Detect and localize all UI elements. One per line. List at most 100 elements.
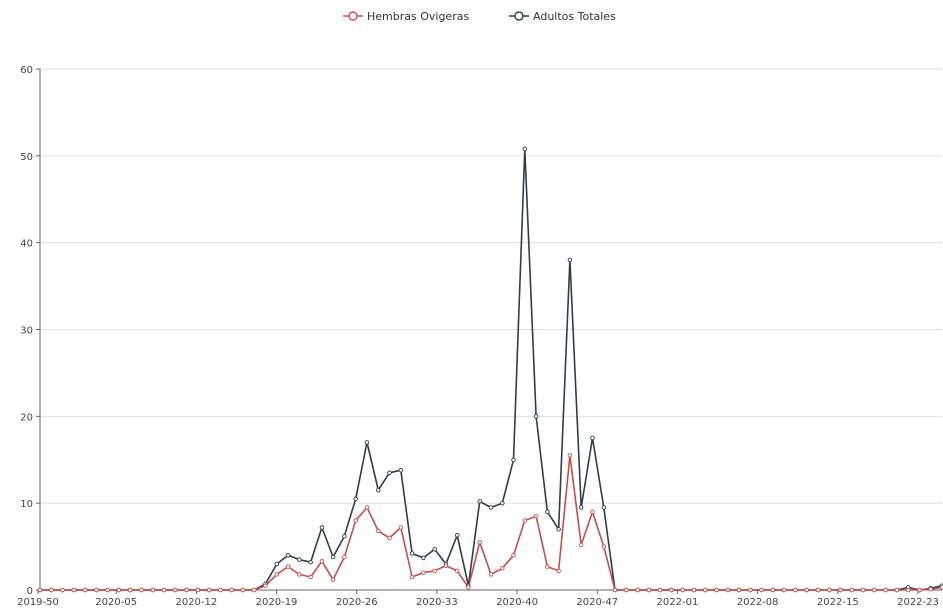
data-point-hembras[interactable] (454, 568, 460, 574)
data-point-hembras[interactable] (398, 525, 404, 530)
data-point-hembras[interactable] (939, 585, 943, 590)
data-point-hembras[interactable] (319, 559, 325, 564)
data-point-hembras[interactable] (624, 587, 629, 593)
legend-label-adultos[interactable]: Adultos Totales (533, 10, 616, 23)
data-point-hembras[interactable] (500, 566, 505, 571)
data-point-hembras[interactable] (725, 587, 731, 593)
data-point-adultos[interactable] (488, 505, 494, 510)
data-point-hembras[interactable] (928, 586, 933, 592)
data-point-hembras[interactable] (387, 535, 392, 541)
data-point-hembras[interactable] (872, 587, 877, 593)
data-point-adultos[interactable] (432, 546, 437, 552)
legend-label-hembras[interactable]: Hembras Ovigeras (367, 10, 469, 23)
data-point-hembras[interactable] (263, 583, 268, 588)
data-point-hembras[interactable] (184, 587, 189, 593)
data-point-hembras[interactable] (601, 544, 607, 549)
data-point-hembras[interactable] (364, 505, 370, 510)
data-point-hembras[interactable] (669, 587, 674, 593)
data-point-hembras[interactable] (770, 587, 776, 593)
data-point-adultos[interactable] (421, 555, 426, 561)
data-point-hembras[interactable] (376, 528, 381, 534)
data-point-hembras[interactable] (330, 577, 336, 582)
data-point-adultos[interactable] (409, 551, 415, 556)
data-point-adultos[interactable] (285, 553, 291, 558)
data-point-hembras[interactable] (150, 587, 156, 593)
data-point-hembras[interactable] (748, 587, 753, 593)
data-point-hembras[interactable] (116, 587, 122, 593)
data-point-hembras[interactable] (409, 574, 415, 580)
data-point-hembras[interactable] (860, 587, 866, 593)
data-point-hembras[interactable] (657, 587, 663, 593)
data-point-adultos[interactable] (454, 533, 460, 538)
data-point-hembras[interactable] (49, 587, 54, 593)
data-point-adultos[interactable] (364, 440, 370, 445)
data-point-adultos[interactable] (601, 505, 607, 510)
data-point-hembras[interactable] (71, 587, 77, 593)
data-point-adultos[interactable] (511, 457, 516, 463)
data-point-hembras[interactable] (804, 587, 809, 593)
data-point-hembras[interactable] (522, 518, 528, 523)
data-point-hembras[interactable] (511, 553, 516, 558)
data-point-hembras[interactable] (297, 572, 302, 577)
data-point-hembras[interactable] (849, 587, 855, 593)
data-point-hembras[interactable] (285, 564, 291, 569)
data-point-hembras[interactable] (680, 587, 685, 593)
data-point-hembras[interactable] (240, 587, 246, 593)
data-point-adultos[interactable] (533, 414, 539, 419)
data-point-adultos[interactable] (578, 505, 584, 510)
data-point-hembras[interactable] (815, 587, 821, 593)
data-point-hembras[interactable] (127, 587, 133, 593)
data-point-hembras[interactable] (308, 574, 313, 580)
data-point-hembras[interactable] (421, 570, 426, 575)
data-point-hembras[interactable] (838, 587, 843, 593)
data-point-hembras[interactable] (60, 587, 65, 593)
data-point-hembras[interactable] (353, 518, 358, 523)
data-point-hembras[interactable] (793, 587, 798, 593)
data-point-hembras[interactable] (567, 453, 573, 458)
data-point-hembras[interactable] (94, 587, 99, 593)
data-point-hembras[interactable] (883, 587, 888, 593)
data-point-adultos[interactable] (376, 487, 381, 493)
data-point-hembras[interactable] (466, 585, 471, 590)
data-point-hembras[interactable] (251, 587, 257, 593)
data-point-hembras[interactable] (477, 539, 482, 545)
data-point-hembras[interactable] (533, 513, 539, 519)
data-point-hembras[interactable] (827, 587, 832, 593)
data-point-adultos[interactable] (398, 467, 404, 473)
data-point-hembras[interactable] (635, 587, 640, 593)
data-point-adultos[interactable] (477, 499, 482, 504)
data-point-hembras[interactable] (432, 568, 437, 574)
data-point-hembras[interactable] (274, 572, 280, 577)
data-point-hembras[interactable] (905, 587, 911, 593)
data-point-adultos[interactable] (522, 146, 528, 152)
data-point-adultos[interactable] (500, 500, 505, 506)
data-point-hembras[interactable] (702, 587, 708, 593)
data-point-hembras[interactable] (781, 587, 787, 593)
data-point-hembras[interactable] (578, 542, 584, 548)
data-point-adultos[interactable] (319, 525, 325, 530)
data-point-adultos[interactable] (545, 509, 550, 515)
data-point-hembras[interactable] (736, 587, 742, 593)
data-point-hembras[interactable] (488, 572, 494, 577)
data-point-adultos[interactable] (590, 435, 595, 441)
data-point-hembras[interactable] (443, 563, 449, 568)
data-point-hembras[interactable] (759, 587, 764, 593)
data-point-adultos[interactable] (353, 496, 358, 502)
data-point-adultos[interactable] (308, 559, 313, 565)
data-point-adultos[interactable] (342, 533, 347, 539)
data-point-adultos[interactable] (297, 557, 302, 562)
data-point-adultos[interactable] (330, 554, 336, 560)
data-point-hembras[interactable] (342, 554, 347, 560)
data-point-hembras[interactable] (229, 587, 234, 593)
data-point-adultos[interactable] (567, 257, 573, 263)
data-point-hembras[interactable] (173, 587, 178, 593)
data-point-adultos[interactable] (274, 561, 280, 567)
data-point-hembras[interactable] (195, 587, 201, 593)
data-point-hembras[interactable] (105, 587, 110, 593)
data-point-hembras[interactable] (691, 587, 697, 593)
data-point-hembras[interactable] (894, 587, 900, 593)
data-point-hembras[interactable] (82, 587, 88, 593)
data-point-hembras[interactable] (37, 587, 43, 593)
data-point-hembras[interactable] (545, 564, 550, 569)
data-point-adultos[interactable] (556, 526, 561, 532)
